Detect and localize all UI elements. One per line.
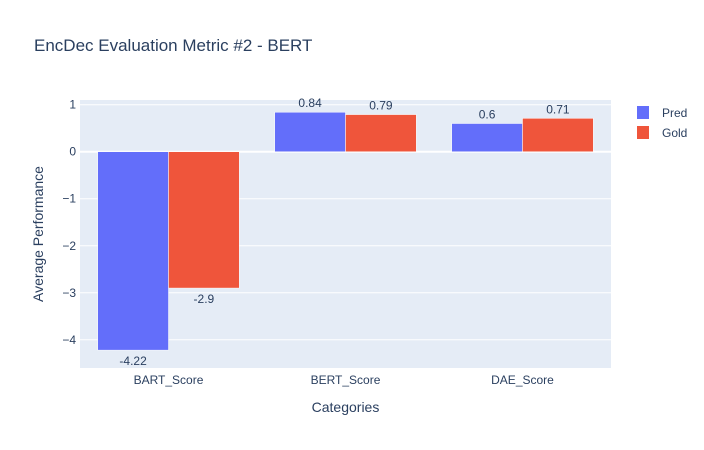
y-tick-label: 0 xyxy=(69,145,76,159)
data-labels: -4.22 -2.9 0.84 0.79 0.6 0.71 xyxy=(119,96,569,368)
y-tick-label: −4 xyxy=(62,333,76,347)
x-axis-label: Categories xyxy=(312,399,380,415)
legend[interactable]: Pred Gold xyxy=(637,106,687,140)
data-label: 0.84 xyxy=(298,96,322,110)
data-label: 0.71 xyxy=(546,102,570,116)
y-tick-label: −2 xyxy=(62,239,76,253)
x-tick-label: BERT_Score xyxy=(311,373,381,387)
bars xyxy=(97,111,594,351)
legend-swatch-gold[interactable] xyxy=(637,126,649,139)
axis-ticks: 1 0 −1 −2 −3 −4 BART_Score BERT_Score DAE_Score xyxy=(62,98,554,387)
legend-swatch-pred[interactable] xyxy=(637,106,649,119)
y-tick-label: −1 xyxy=(62,192,76,206)
data-label: 0.79 xyxy=(369,99,393,113)
bar-pred-bart_score[interactable] xyxy=(97,151,169,351)
chart-title: EncDec Evaluation Metric #2 - BERT xyxy=(34,36,312,55)
bar-gold-dae_score[interactable] xyxy=(522,118,594,152)
y-tick-label: −3 xyxy=(62,286,76,300)
bar-gold-bert_score[interactable] xyxy=(345,114,417,152)
bar-gold-bart_score[interactable] xyxy=(168,151,240,289)
legend-label-pred[interactable]: Pred xyxy=(662,106,687,120)
data-label: 0.6 xyxy=(479,108,496,122)
x-tick-label: BART_Score xyxy=(134,373,204,387)
bar-pred-bert_score[interactable] xyxy=(274,111,346,152)
y-axis-label: Average Performance xyxy=(30,166,46,302)
bar-pred-dae_score[interactable] xyxy=(451,123,523,152)
y-tick-label: 1 xyxy=(69,98,76,112)
legend-label-gold[interactable]: Gold xyxy=(662,126,687,140)
x-tick-label: DAE_Score xyxy=(491,373,554,387)
data-label: -2.9 xyxy=(194,292,215,306)
data-label: -4.22 xyxy=(119,354,147,368)
